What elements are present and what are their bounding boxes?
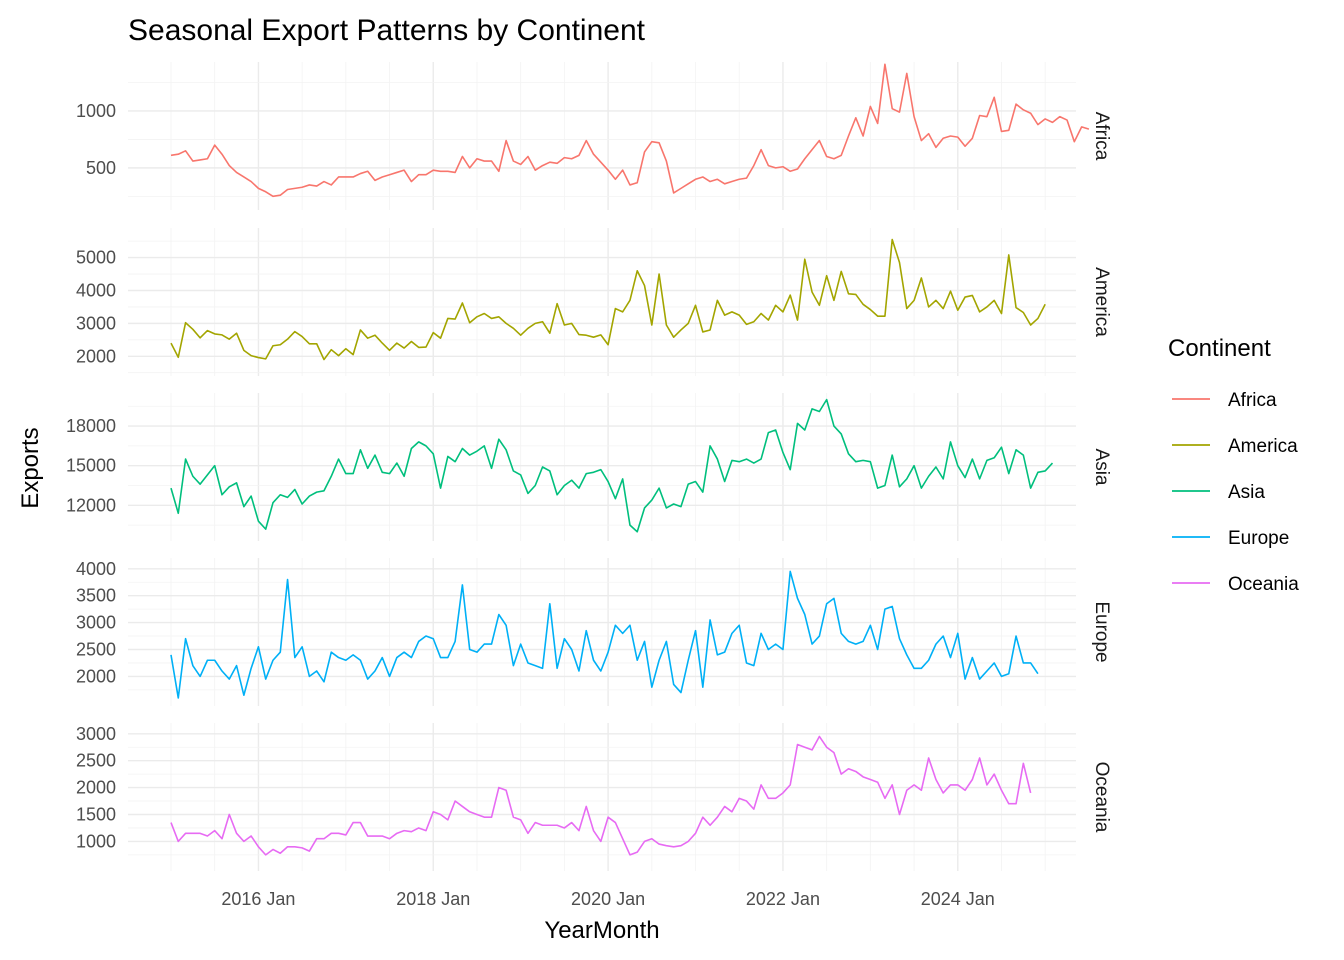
y-tick-label: 3000: [76, 313, 116, 333]
series-line-america: [170, 238, 1046, 361]
y-tick-label: 3000: [76, 724, 116, 744]
legend: Continent Africa America Asia Europe Oceania: [1168, 335, 1299, 595]
y-tick-label: 1000: [76, 831, 116, 851]
y-tick-label: 3500: [76, 586, 116, 606]
series-line-asia: [170, 398, 1054, 533]
series-line-oceania: [170, 735, 1032, 856]
y-tick-label: 1500: [76, 804, 116, 824]
panel-america: 2000 3000 4000 5000 America: [76, 228, 1112, 376]
strip-label: America: [1091, 267, 1112, 337]
strip-label: Europe: [1091, 601, 1112, 662]
y-tick-label: 3000: [76, 613, 116, 633]
y-tick-label: 500: [86, 158, 116, 178]
y-tick-label: 2000: [76, 778, 116, 798]
y-tick-label: 2000: [76, 346, 116, 366]
legend-label: America: [1228, 436, 1298, 457]
strip-label: Oceania: [1091, 762, 1112, 833]
y-tick-label: 12000: [66, 495, 116, 515]
y-tick-label: 18000: [66, 416, 116, 436]
y-tick-label: 2000: [76, 666, 116, 686]
x-tick-label: 2020 Jan: [571, 889, 645, 909]
x-tick-label: 2022 Jan: [746, 889, 820, 909]
series-line-europe: [170, 570, 1039, 699]
x-axis-title: YearMonth: [544, 917, 659, 944]
y-tick-label: 2500: [76, 751, 116, 771]
strip-label: Africa: [1091, 112, 1112, 161]
legend-label: Europe: [1228, 528, 1289, 549]
x-tick-label: 2024 Jan: [921, 889, 995, 909]
legend-title: Continent: [1168, 335, 1271, 362]
panel-asia: 12000 15000 18000 Asia: [66, 393, 1112, 541]
y-tick-label: 1000: [76, 101, 116, 121]
panel-europe: 2000 2500 3000 3500 4000 Europe: [76, 558, 1112, 706]
panel-oceania: 1000 1500 2000 2500 3000 Oceania: [76, 723, 1112, 871]
x-axis-ticks: 2016 Jan 2018 Jan 2020 Jan 2022 Jan 2024 Jan: [221, 889, 994, 909]
chart-title: Seasonal Export Patterns by Continent: [128, 14, 646, 47]
legend-label: Africa: [1228, 390, 1277, 411]
series-line-africa: [170, 63, 1090, 198]
x-tick-label: 2018 Jan: [396, 889, 470, 909]
y-axis-title: Exports: [17, 427, 44, 508]
x-tick-label: 2016 Jan: [221, 889, 295, 909]
strip-label: Asia: [1091, 449, 1112, 486]
legend-label: Asia: [1228, 482, 1265, 503]
y-tick-label: 2500: [76, 639, 116, 659]
y-tick-label: 15000: [66, 456, 116, 476]
y-tick-label: 5000: [76, 248, 116, 268]
panel-africa: 500 1000 Africa: [76, 62, 1112, 210]
y-tick-label: 4000: [76, 559, 116, 579]
legend-label: Oceania: [1228, 574, 1299, 595]
facet-panels: 500 1000 Africa 2000 3000 4000 5000 America 1200…: [66, 62, 1112, 871]
y-tick-label: 4000: [76, 280, 116, 300]
